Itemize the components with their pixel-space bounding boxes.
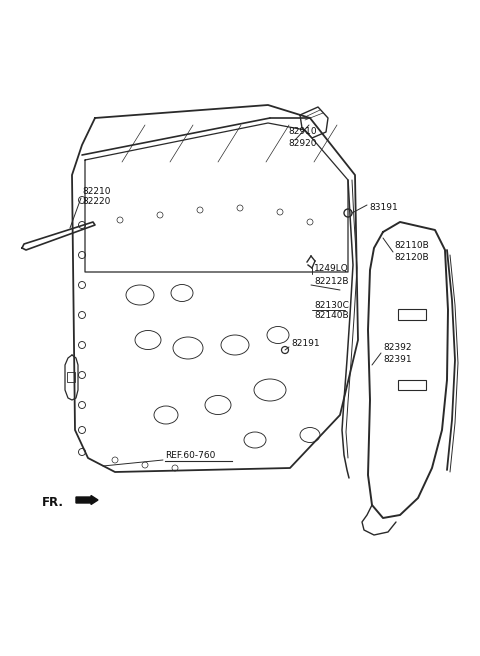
Text: 82110B: 82110B [394, 241, 429, 251]
Text: REF.60-760: REF.60-760 [165, 451, 216, 461]
FancyArrow shape [76, 495, 98, 504]
Text: FR.: FR. [42, 497, 64, 510]
Text: 82210: 82210 [82, 188, 110, 197]
Bar [67, 372, 75, 382]
Text: 83191: 83191 [369, 203, 398, 211]
Text: 82910: 82910 [288, 127, 317, 136]
Text: 82920: 82920 [288, 138, 316, 148]
Text: 82391: 82391 [383, 354, 412, 363]
Text: 82140B: 82140B [314, 312, 348, 321]
Text: 82130C: 82130C [314, 300, 349, 310]
Text: 82220: 82220 [82, 197, 110, 207]
Text: 1249LQ: 1249LQ [314, 264, 349, 272]
Text: 82191: 82191 [291, 338, 320, 348]
Text: 82120B: 82120B [394, 253, 429, 262]
Text: 82212B: 82212B [314, 276, 348, 285]
Text: 82392: 82392 [383, 344, 411, 352]
